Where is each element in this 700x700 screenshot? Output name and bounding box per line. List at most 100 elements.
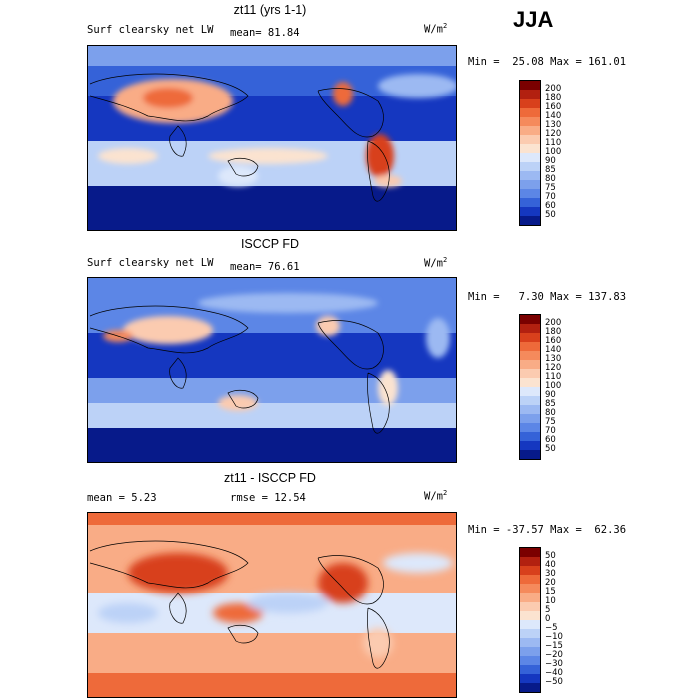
colorbar-tick-label: 130 xyxy=(545,120,562,130)
colorbar-tick-label: −15 xyxy=(545,641,563,651)
colorbar-swatch xyxy=(520,360,540,369)
colorbar-tick-label: −50 xyxy=(545,677,563,687)
map-field xyxy=(88,278,456,462)
colorbar-tick-label: 140 xyxy=(545,345,562,355)
colorbar-tick-label: 50 xyxy=(545,210,556,220)
colorbar-tick-label: −40 xyxy=(545,668,563,678)
colorbar-swatch xyxy=(520,674,540,683)
colorbar-tick-label: −20 xyxy=(545,650,563,660)
colorbar-isccp xyxy=(519,314,541,460)
colorbar-tick-label: 80 xyxy=(545,408,556,418)
colorbar-swatch xyxy=(520,575,540,584)
colorbar-tick-label: 0 xyxy=(545,614,551,624)
colorbar-swatch xyxy=(520,548,540,557)
colorbar-swatch xyxy=(520,126,540,135)
colorbar-tick-label: 110 xyxy=(545,138,562,148)
colorbar-swatch xyxy=(520,593,540,602)
colorbar-swatch xyxy=(520,369,540,378)
colorbar-tick-label: 75 xyxy=(545,183,556,193)
colorbar-swatch xyxy=(520,602,540,611)
colorbar-swatch xyxy=(520,405,540,414)
colorbar-tick-label: 10 xyxy=(545,596,556,606)
colorbar-swatch xyxy=(520,557,540,566)
colorbar-swatch xyxy=(520,99,540,108)
colorbar-tick-label: 130 xyxy=(545,354,562,364)
colorbar-swatch xyxy=(520,683,540,692)
panel-difference: zt11 - ISCCP FD mean = 5.23 rmse = 12.54… xyxy=(0,466,700,698)
colorbar-swatch xyxy=(520,387,540,396)
colorbar-tick-label: 70 xyxy=(545,192,556,202)
colorbar-tick-label: 40 xyxy=(545,560,556,570)
colorbar-swatch xyxy=(520,584,540,593)
mean-label: mean = 5.23 xyxy=(87,492,157,504)
colorbar-swatch xyxy=(520,153,540,162)
mean-label: mean= 76.61 xyxy=(230,261,300,273)
colorbar-tick-label: 140 xyxy=(545,111,562,121)
map-model xyxy=(87,45,457,231)
colorbar-swatch xyxy=(520,144,540,153)
colorbar-swatch xyxy=(520,315,540,324)
colorbar-swatch xyxy=(520,324,540,333)
colorbar-swatch xyxy=(520,423,540,432)
colorbar-tick-label: 160 xyxy=(545,102,562,112)
units-label: W/m2 xyxy=(424,489,448,503)
colorbar-swatch xyxy=(520,162,540,171)
colorbar-tick-label: 120 xyxy=(545,363,562,373)
colorbar-model xyxy=(519,80,541,226)
colorbar-tick-label: −30 xyxy=(545,659,563,669)
variable-label: Surf clearsky net LW xyxy=(87,24,214,36)
colorbar-tick-label: 85 xyxy=(545,399,556,409)
map-isccp xyxy=(87,277,457,463)
colorbar-tick-label: 90 xyxy=(545,390,556,400)
panel-title: ISCCP FD xyxy=(240,237,300,251)
colorbar-tick-label: 20 xyxy=(545,578,556,588)
colorbar-tick-label: 60 xyxy=(545,201,556,211)
colorbar-swatch xyxy=(520,117,540,126)
colorbar-swatch xyxy=(520,638,540,647)
colorbar-swatch xyxy=(520,441,540,450)
colorbar-swatch xyxy=(520,450,540,459)
colorbar-swatch xyxy=(520,396,540,405)
colorbar-swatch xyxy=(520,432,540,441)
min-max-label: Min = 25.08 Max = 161.01 xyxy=(468,56,627,68)
colorbar-tick-label: 200 xyxy=(545,84,562,94)
colorbar-swatch xyxy=(520,180,540,189)
colorbar-swatch xyxy=(520,566,540,575)
colorbar-swatch xyxy=(520,620,540,629)
colorbar-swatch xyxy=(520,378,540,387)
colorbar-swatch xyxy=(520,90,540,99)
variable-label: Surf clearsky net LW xyxy=(87,257,214,269)
colorbar-swatch xyxy=(520,629,540,638)
units-label: W/m2 xyxy=(424,256,448,270)
colorbar-swatch xyxy=(520,342,540,351)
colorbar-tick-label: 90 xyxy=(545,156,556,166)
colorbar-tick-label: 60 xyxy=(545,435,556,445)
colorbar-tick-label: 75 xyxy=(545,417,556,427)
min-max-label: Min = 7.30 Max = 137.83 xyxy=(468,291,627,303)
colorbar-swatch xyxy=(520,647,540,656)
panel-isccp: ISCCP FD Surf clearsky net LW mean= 76.6… xyxy=(0,232,700,463)
colorbar-tick-label: 80 xyxy=(545,174,556,184)
colorbar-swatch xyxy=(520,171,540,180)
colorbar-tick-label: 100 xyxy=(545,147,562,157)
colorbar-swatch xyxy=(520,198,540,207)
colorbar-swatch xyxy=(520,135,540,144)
colorbar-tick-label: 110 xyxy=(545,372,562,382)
colorbar-tick-label: −10 xyxy=(545,632,563,642)
colorbar-swatch xyxy=(520,656,540,665)
panel-title: zt11 - ISCCP FD xyxy=(224,471,316,485)
map-field xyxy=(88,513,456,697)
colorbar-tick-label: 15 xyxy=(545,587,556,597)
colorbar-swatch xyxy=(520,216,540,225)
colorbar-swatch xyxy=(520,611,540,620)
mean-label: mean= 81.84 xyxy=(230,27,300,39)
rmse-label: rmse = 12.54 xyxy=(230,492,306,504)
colorbar-tick-label: 100 xyxy=(545,381,562,391)
colorbar-swatch xyxy=(520,207,540,216)
colorbar-swatch xyxy=(520,189,540,198)
colorbar-difference xyxy=(519,547,541,693)
colorbar-swatch xyxy=(520,414,540,423)
map-difference xyxy=(87,512,457,698)
colorbar-tick-label: 160 xyxy=(545,336,562,346)
season-label: JJA xyxy=(513,7,554,32)
